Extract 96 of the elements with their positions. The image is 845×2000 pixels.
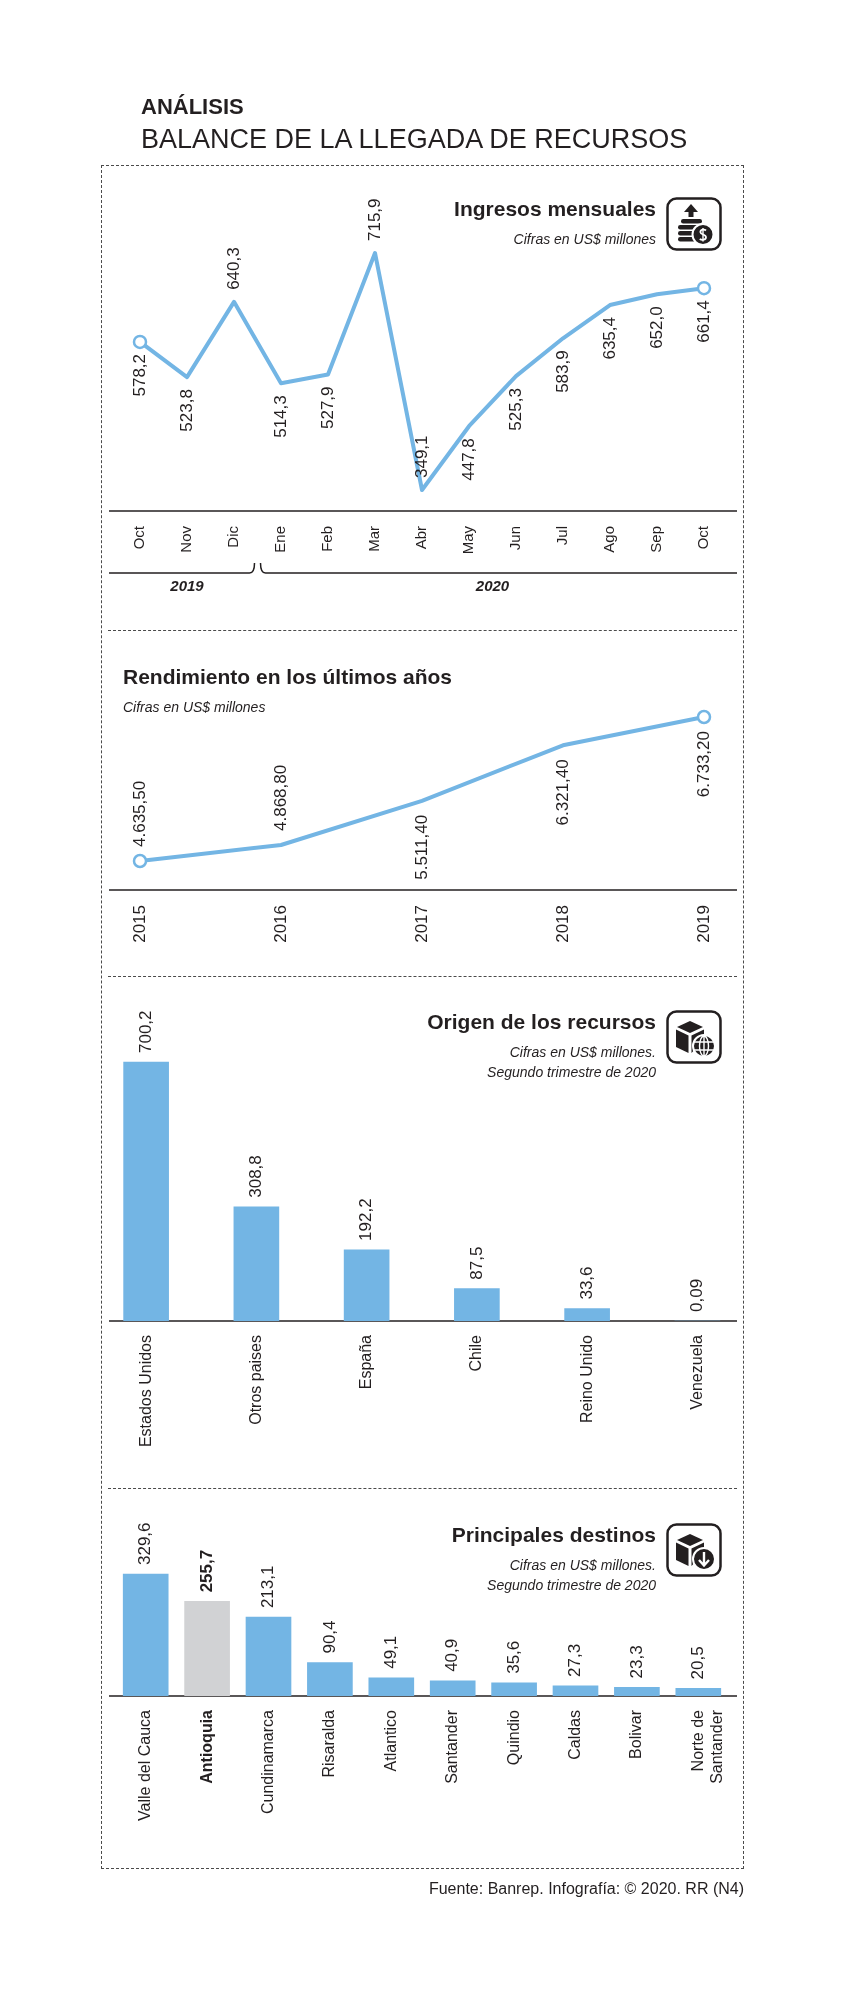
data-label: 87,5 (466, 1246, 486, 1280)
x-tick-label: Reino Unido (577, 1334, 595, 1424)
bar (184, 1601, 230, 1696)
bar (614, 1687, 660, 1696)
data-label: 5.511,40 (411, 814, 431, 880)
x-tick-label: Jul (553, 526, 571, 546)
bar (233, 1206, 280, 1321)
x-tick-label: Venezuela (687, 1334, 705, 1410)
data-label: 6.733,20 (693, 731, 713, 798)
data-label: 329,6 (135, 1522, 155, 1565)
chart-subtitle: Cifras en US$ millones (123, 698, 266, 717)
x-tick-label: Risaralda (320, 1709, 338, 1778)
x-tick-label: Caldas (565, 1710, 583, 1760)
data-label: 23,3 (626, 1645, 646, 1679)
chart-subtitle: Cifras en US$ millones. Segundo trimestre de 2020 (486, 1043, 656, 1082)
x-tick-label: Mar (365, 526, 383, 552)
x-tick-label: Otros paises (246, 1335, 264, 1425)
data-label: 583,9 (552, 350, 572, 393)
data-label: 40,9 (442, 1638, 462, 1672)
data-label: 652,0 (646, 306, 666, 349)
bar (675, 1688, 722, 1696)
x-tick-label: 2016 (270, 905, 290, 943)
bar (429, 1680, 476, 1696)
data-label: 635,4 (599, 317, 619, 360)
chart-title: Origen de los recursos (427, 1010, 656, 1034)
data-label: 523,8 (176, 389, 196, 432)
x-tick-label: 2017 (411, 905, 431, 943)
data-label: 715,9 (364, 198, 384, 241)
data-label: 527,9 (317, 386, 337, 430)
bar (343, 1249, 390, 1321)
x-tick-label: Ago (600, 526, 618, 553)
bar (454, 1288, 500, 1321)
bar (245, 1616, 292, 1696)
x-tick-label: 2015 (129, 905, 149, 943)
data-label: 514,3 (270, 395, 290, 438)
data-label: 578,2 (129, 353, 149, 397)
bar (123, 1061, 169, 1321)
chart-title: Principales destinos (451, 1523, 656, 1547)
data-label: 33,6 (576, 1266, 596, 1300)
bar (491, 1682, 537, 1696)
text: ANÁLISIS (141, 94, 244, 119)
data-label: 447,8 (458, 438, 478, 481)
x-tick-label: Oct (694, 525, 712, 550)
x-tick-label: 2019 (693, 905, 713, 943)
data-label: 192,2 (356, 1198, 376, 1241)
x-tick-label: 2018 (552, 905, 572, 943)
bar (307, 1662, 353, 1696)
data-label: 213,1 (258, 1565, 278, 1609)
data-label: 90,4 (319, 1620, 339, 1654)
data-label: 0,09 (687, 1278, 707, 1312)
data-label: 308,8 (246, 1155, 266, 1198)
x-tick-label: Quindio (504, 1709, 522, 1766)
data-label: 661,4 (693, 300, 713, 343)
x-tick-label: Santander (443, 1709, 461, 1784)
x-tick-label: Norte de Santander (688, 1709, 725, 1784)
x-tick-label: Estados Unidos (136, 1335, 154, 1448)
chart-subtitle: Cifras en US$ millones. Segundo trimestre de 2020 (486, 1556, 656, 1595)
x-tick-label: May (459, 525, 477, 555)
x-tick-label: Jun (506, 526, 524, 551)
x-tick-label: España (357, 1334, 375, 1390)
x-tick-label: Atlantico (381, 1709, 399, 1772)
bar (552, 1685, 599, 1696)
x-tick-label: Nov (177, 525, 195, 553)
text: 2020 (474, 576, 510, 594)
data-label: 349,1 (411, 435, 431, 478)
data-label: 700,2 (135, 1010, 155, 1053)
data-label: 255,7 (196, 1549, 216, 1593)
data-label: 4.868,80 (270, 764, 290, 831)
x-tick-label: Abr (412, 526, 430, 550)
x-tick-label: Bolivar (627, 1709, 645, 1759)
x-tick-label: Cundinamarca (258, 1709, 276, 1815)
data-label: 4.635,50 (129, 780, 149, 847)
chart-subtitle: Cifras en US$ millones (513, 230, 656, 249)
data-label: 27,3 (565, 1643, 585, 1677)
data-label: 20,5 (687, 1646, 707, 1680)
bar (368, 1677, 415, 1696)
x-tick-label: Chile (467, 1334, 485, 1372)
text: 2019 (169, 576, 205, 594)
x-tick-label: Dic (224, 525, 242, 548)
x-tick-label: Valle del Cauca (136, 1709, 154, 1821)
x-tick-label: Sep (647, 526, 665, 553)
x-tick-label: Feb (318, 526, 336, 552)
data-label: 35,6 (503, 1640, 523, 1674)
x-tick-label: Antioquia (197, 1709, 215, 1784)
data-label: 640,3 (223, 247, 243, 290)
data-label: 6.321,40 (552, 759, 572, 826)
bar (564, 1308, 610, 1321)
data-label: 49,1 (380, 1635, 400, 1669)
source-note: Fuente: Banrep. Infografía: © 2020. RR (N4) (428, 1879, 744, 1898)
text: BALANCE DE LA LLEGADA DE RECURSOS (141, 124, 688, 155)
chart-title: Rendimiento en los últimos años (123, 665, 453, 689)
x-tick-label: Oct (130, 525, 148, 550)
bar (122, 1573, 169, 1696)
chart-title: Ingresos mensuales (454, 197, 656, 221)
data-label: 525,3 (505, 388, 525, 431)
x-tick-label: Ene (271, 526, 289, 553)
